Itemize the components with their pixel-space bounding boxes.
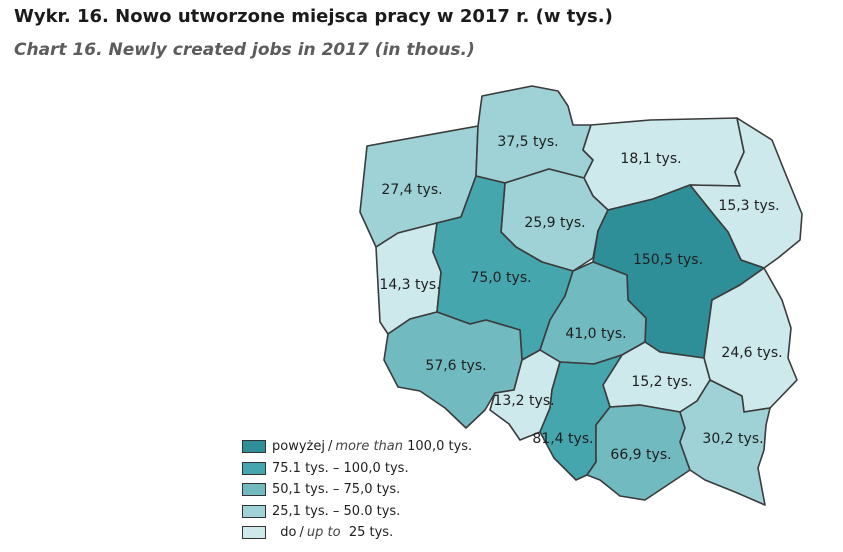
legend-swatch bbox=[242, 526, 266, 540]
map-legend: powyżej / more than 100,0 tys. 75.1 tys.… bbox=[242, 436, 472, 544]
label-podkarpackie: 30,2 tys. bbox=[702, 431, 763, 447]
label-slaskie: 81,4 tys. bbox=[532, 431, 593, 447]
legend-item: powyżej / more than 100,0 tys. bbox=[242, 436, 472, 458]
label-podlaskie: 15,3 tys. bbox=[718, 198, 779, 214]
chart-title: Wykr. 16. Nowo utworzone miejsca pracy w… bbox=[14, 6, 613, 27]
legend-label: do bbox=[280, 525, 297, 541]
legend-range: 100,0 tys. bbox=[407, 439, 473, 455]
region-podkarpackie bbox=[679, 379, 771, 506]
legend-item: 50,1 tys. – 75,0 tys. bbox=[242, 479, 472, 501]
legend-label-english: more than bbox=[335, 439, 403, 455]
label-wielkopolskie: 75,0 tys. bbox=[470, 270, 531, 286]
legend-label-english: up to bbox=[306, 525, 341, 541]
label-lodzkie: 41,0 tys. bbox=[565, 326, 626, 342]
region-opolskie bbox=[489, 349, 561, 441]
label-warminsko-mazurskie: 18,1 tys. bbox=[620, 151, 681, 167]
label-mazowieckie: 150,5 tys. bbox=[633, 252, 703, 268]
legend-item: 75.1 tys. – 100,0 tys. bbox=[242, 458, 472, 480]
legend-label: powyżej bbox=[272, 439, 325, 455]
legend-range: 25 tys. bbox=[348, 525, 394, 541]
legend-item: do / up to 25 tys. bbox=[242, 522, 472, 544]
legend-item: 25,1 tys. – 50.0 tys. bbox=[242, 501, 472, 523]
legend-swatch bbox=[242, 461, 266, 475]
legend-label: 50,1 tys. – 75,0 tys. bbox=[272, 482, 401, 498]
label-lubuskie: 14,3 tys. bbox=[379, 277, 440, 293]
label-dolnoslaskie: 57,6 tys. bbox=[425, 358, 486, 374]
legend-separator: / bbox=[299, 525, 304, 541]
legend-swatch bbox=[242, 440, 266, 454]
label-zachodniopomorskie: 27,4 tys. bbox=[381, 182, 442, 198]
label-pomorskie: 37,5 tys. bbox=[497, 134, 558, 150]
legend-separator: / bbox=[327, 439, 333, 455]
legend-label: 75.1 tys. – 100,0 tys. bbox=[272, 460, 409, 476]
label-opolskie: 13,2 tys. bbox=[493, 393, 554, 409]
legend-swatch bbox=[242, 483, 266, 497]
legend-swatch bbox=[242, 504, 266, 518]
legend-label: 25,1 tys. – 50.0 tys. bbox=[272, 503, 401, 519]
chart-subtitle: Chart 16. Newly created jobs in 2017 (in… bbox=[14, 40, 475, 60]
label-kujawsko-pomorskie: 25,9 tys. bbox=[524, 215, 585, 231]
label-lubelskie: 24,6 tys. bbox=[721, 345, 782, 361]
label-swietokrzyskie: 15,2 tys. bbox=[631, 374, 692, 390]
label-malopolskie: 66,9 tys. bbox=[610, 447, 671, 463]
